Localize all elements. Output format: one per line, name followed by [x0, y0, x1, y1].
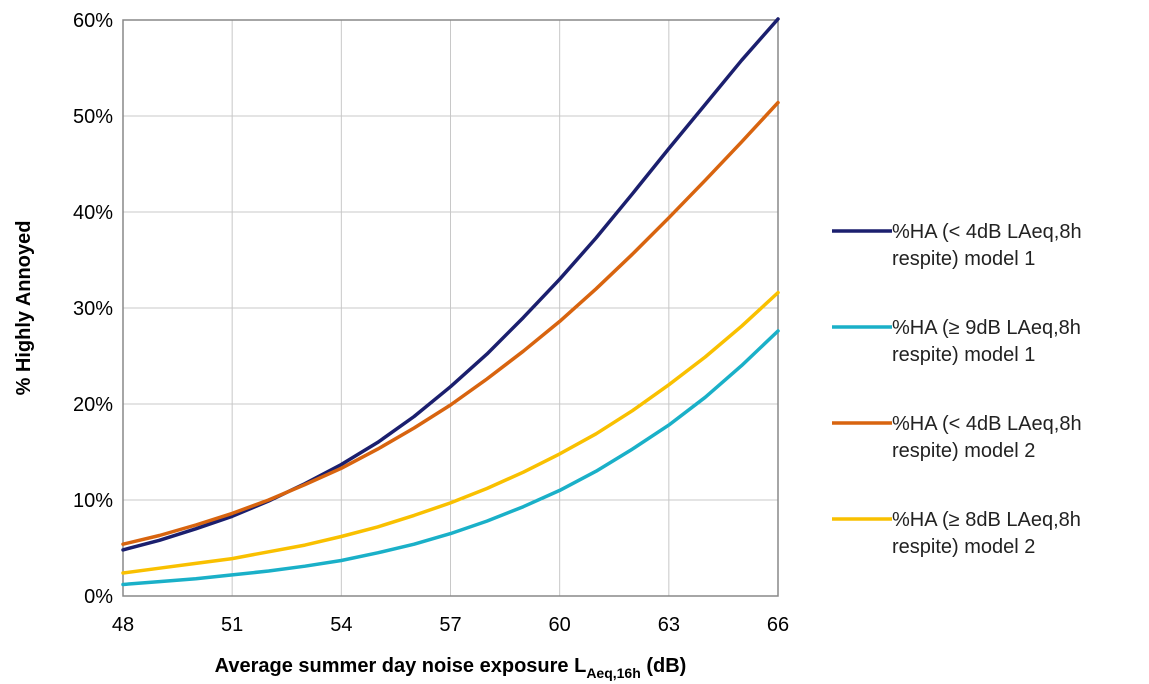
x-axis-title-subscript: Aeq,16h — [586, 665, 640, 681]
x-tick-label: 63 — [658, 614, 680, 636]
x-tick-label: 54 — [330, 614, 352, 636]
x-axis-title: Average summer day noise exposure LAeq,1… — [215, 655, 687, 681]
legend-label-4-line-2: respite) model 2 — [892, 536, 1035, 558]
x-tick-labels: 48 51 54 57 60 63 66 — [112, 614, 789, 636]
y-tick-labels: 0% 10% 20% 30% 40% 50% 60% — [73, 10, 113, 608]
x-axis-title-suffix: (dB) — [641, 655, 687, 677]
x-tick-label: 60 — [549, 614, 571, 636]
x-tick-label: 51 — [221, 614, 243, 636]
legend: %HA (< 4dB LAeq,8h respite) model 1 %HA (≥… — [832, 221, 1082, 558]
y-tick-label: 10% — [73, 490, 113, 512]
series-line-2 — [121, 329, 780, 587]
gridlines — [122, 19, 779, 597]
legend-label-4-line-1: %HA (≥ 8dB LAeq,8h — [892, 509, 1081, 531]
y-tick-label: 60% — [73, 10, 113, 32]
series-line-1 — [121, 17, 780, 552]
y-tick-label: 50% — [73, 106, 113, 128]
x-axis-title-main: Average summer day noise exposure L — [215, 655, 587, 677]
series-line-4 — [121, 290, 780, 575]
legend-label-2-line-1: %HA (≥ 9dB LAeq,8h — [892, 317, 1081, 339]
x-tick-label: 66 — [767, 614, 789, 636]
legend-label-3-line-2: respite) model 2 — [892, 440, 1035, 462]
legend-label-1-line-2: respite) model 1 — [892, 248, 1035, 270]
y-tick-label: 0% — [84, 586, 113, 608]
series-lines — [121, 17, 780, 587]
plot-border — [122, 19, 779, 597]
legend-label-3-line-1: %HA (< 4dB LAeq,8h — [892, 413, 1082, 435]
legend-label-2-line-2: respite) model 1 — [892, 344, 1035, 366]
y-axis-title: % Highly Annoyed — [13, 221, 35, 396]
series-line-3 — [121, 100, 780, 546]
x-tick-label: 48 — [112, 614, 134, 636]
y-tick-label: 30% — [73, 298, 113, 320]
y-tick-label: 20% — [73, 394, 113, 416]
y-tick-label: 40% — [73, 202, 113, 224]
legend-label-1-line-1: %HA (< 4dB LAeq,8h — [892, 221, 1082, 243]
x-tick-label: 57 — [439, 614, 461, 636]
